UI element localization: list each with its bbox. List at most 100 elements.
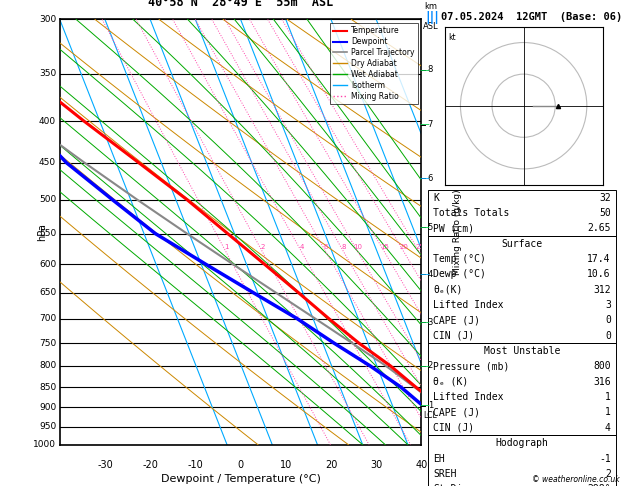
Text: 6: 6 [428, 174, 433, 183]
Text: kt: kt [448, 33, 455, 42]
Text: —: — [420, 361, 430, 371]
Text: 20: 20 [325, 460, 337, 469]
Text: 10: 10 [353, 244, 362, 250]
Text: ASL: ASL [423, 21, 438, 31]
Text: 800: 800 [39, 362, 56, 370]
Text: 950: 950 [39, 422, 56, 431]
Text: Most Unstable: Most Unstable [484, 346, 560, 356]
Text: 30: 30 [370, 460, 382, 469]
Text: 450: 450 [39, 158, 56, 167]
Text: 4: 4 [605, 423, 611, 433]
Text: CIN (J): CIN (J) [433, 423, 474, 433]
Text: 1: 1 [224, 244, 228, 250]
Text: Mixing Ratio (g/kg): Mixing Ratio (g/kg) [453, 189, 462, 275]
Text: 20: 20 [399, 244, 409, 250]
Text: 25: 25 [415, 244, 424, 250]
Text: Dewp (°C): Dewp (°C) [433, 269, 486, 279]
Text: 300: 300 [39, 15, 56, 24]
Text: —: — [420, 120, 430, 130]
Text: -10: -10 [187, 460, 203, 469]
Text: 900: 900 [39, 403, 56, 412]
Text: 17.4: 17.4 [587, 254, 611, 264]
Text: θₑ(K): θₑ(K) [433, 285, 463, 295]
Text: 10.6: 10.6 [587, 269, 611, 279]
Text: 40°58'N  28°49'E  55m  ASL: 40°58'N 28°49'E 55m ASL [148, 0, 333, 9]
Bar [428, 343, 616, 435]
Text: 0: 0 [238, 460, 243, 469]
Text: 550: 550 [39, 229, 56, 238]
Text: —: — [420, 269, 430, 279]
Text: CIN (J): CIN (J) [433, 331, 474, 341]
Text: 3: 3 [605, 300, 611, 310]
Text: 316: 316 [593, 377, 611, 387]
Text: Dewpoint / Temperature (°C): Dewpoint / Temperature (°C) [160, 474, 321, 485]
Text: 32: 32 [599, 192, 611, 203]
Text: LCL: LCL [423, 411, 437, 420]
Text: 1: 1 [605, 392, 611, 402]
Text: 1: 1 [605, 407, 611, 417]
Text: 700: 700 [39, 314, 56, 323]
Text: 3: 3 [428, 318, 433, 327]
Text: —: — [420, 400, 430, 411]
Text: 15: 15 [380, 244, 389, 250]
Text: 2: 2 [260, 244, 265, 250]
Text: —: — [420, 222, 430, 232]
Text: StmDir: StmDir [433, 484, 469, 486]
Text: 7: 7 [428, 120, 433, 129]
Text: -30: -30 [97, 460, 113, 469]
Text: 50: 50 [599, 208, 611, 218]
Text: K: K [433, 192, 439, 203]
Text: Totals Totals: Totals Totals [433, 208, 509, 218]
Text: 2.65: 2.65 [587, 223, 611, 233]
Text: © weatheronline.co.uk: © weatheronline.co.uk [532, 474, 620, 484]
Text: EH: EH [433, 453, 445, 464]
Text: 650: 650 [39, 288, 56, 297]
Text: -1: -1 [599, 453, 611, 464]
Text: -20: -20 [142, 460, 158, 469]
Text: 07.05.2024  12GMT  (Base: 06): 07.05.2024 12GMT (Base: 06) [442, 12, 623, 22]
Text: 1000: 1000 [33, 440, 56, 449]
Text: 850: 850 [39, 383, 56, 392]
Text: Lifted Index: Lifted Index [433, 392, 504, 402]
Text: —: — [420, 317, 430, 327]
Text: 4: 4 [428, 270, 433, 278]
Bar [428, 435, 616, 486]
Text: 400: 400 [39, 117, 56, 125]
Text: CAPE (J): CAPE (J) [433, 315, 481, 326]
Text: 8: 8 [428, 65, 433, 74]
Text: Hodograph: Hodograph [496, 438, 548, 448]
Text: 10: 10 [280, 460, 292, 469]
Text: 0: 0 [605, 331, 611, 341]
Text: 350: 350 [39, 69, 56, 78]
Text: 6: 6 [324, 244, 328, 250]
Text: |||: ||| [425, 11, 439, 23]
Text: 750: 750 [39, 339, 56, 347]
Text: 600: 600 [39, 260, 56, 269]
Text: —: — [420, 65, 430, 75]
Text: 298°: 298° [587, 484, 611, 486]
Text: Temp (°C): Temp (°C) [433, 254, 486, 264]
Text: 8: 8 [342, 244, 346, 250]
Text: PW (cm): PW (cm) [433, 223, 474, 233]
Bar [428, 236, 616, 343]
Text: 2: 2 [428, 362, 433, 370]
Text: 1: 1 [428, 401, 433, 410]
Text: 800: 800 [593, 362, 611, 371]
Text: CAPE (J): CAPE (J) [433, 407, 481, 417]
Text: 500: 500 [39, 195, 56, 205]
Text: 312: 312 [593, 285, 611, 295]
Text: Pressure (mb): Pressure (mb) [433, 362, 509, 371]
Text: Surface: Surface [501, 239, 543, 249]
Text: 0: 0 [605, 315, 611, 326]
Text: hPa: hPa [36, 223, 47, 241]
Bar [428, 190, 616, 236]
Text: 4: 4 [299, 244, 304, 250]
Text: 40: 40 [415, 460, 428, 469]
Text: 2: 2 [605, 469, 611, 479]
Text: SREH: SREH [433, 469, 457, 479]
Legend: Temperature, Dewpoint, Parcel Trajectory, Dry Adiabat, Wet Adiabat, Isotherm, Mi: Temperature, Dewpoint, Parcel Trajectory… [330, 23, 418, 104]
Text: 5: 5 [428, 223, 433, 231]
Text: —: — [420, 173, 430, 183]
Text: θₑ (K): θₑ (K) [433, 377, 469, 387]
Text: Lifted Index: Lifted Index [433, 300, 504, 310]
